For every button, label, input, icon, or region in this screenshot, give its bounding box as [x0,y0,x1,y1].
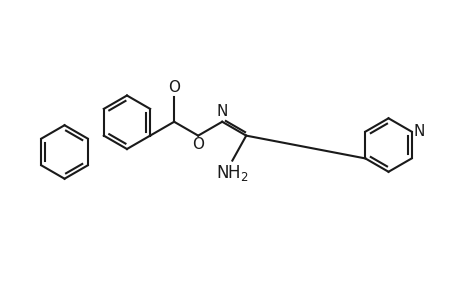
Text: N: N [216,104,227,119]
Text: NH$_2$: NH$_2$ [216,163,248,183]
Text: N: N [413,124,424,139]
Text: O: O [192,136,204,152]
Text: O: O [168,80,180,95]
